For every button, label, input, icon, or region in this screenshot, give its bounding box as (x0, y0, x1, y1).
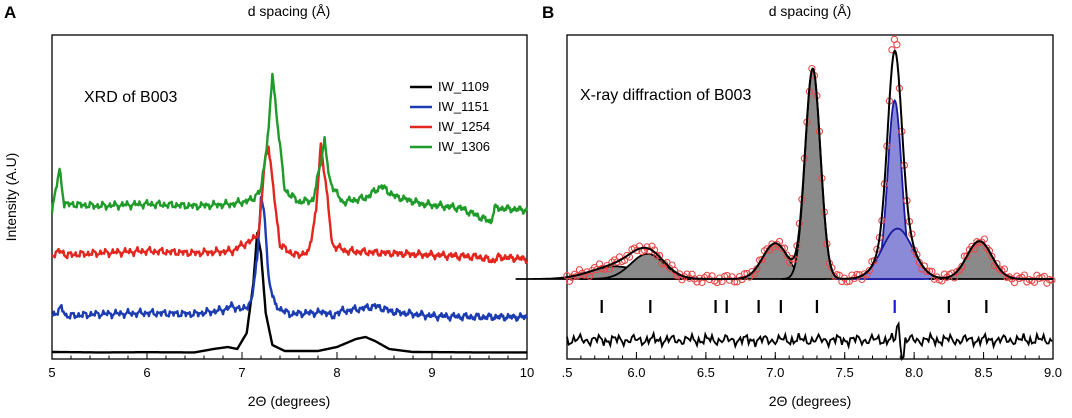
panel-b-fit (566, 49, 1053, 280)
panel-a: A d spacing (Å) 2Θ (degrees) Intensity (… (3, 3, 534, 409)
panel-a-inset-title: XRD of B003 (84, 89, 177, 106)
panel-b-letter: B (542, 3, 554, 22)
panel-b-frame (566, 34, 1054, 360)
peak-6 (929, 240, 1030, 280)
panel-a-series (50, 72, 529, 354)
peak-5 (836, 227, 959, 280)
observed-point (1048, 276, 1056, 284)
observed-point (985, 247, 994, 255)
panel-a-top-axis-title: d spacing (Å) (248, 3, 330, 19)
panel-a-x-tick-label: 8 (333, 365, 340, 380)
legend-label-iw-1306: IW_1306 (438, 139, 490, 154)
panel-b-x-tick-label: 6.0 (627, 365, 645, 380)
observed-point (655, 251, 664, 260)
observed-point (923, 267, 931, 276)
panel-a-x-tick-label: 10 (520, 365, 534, 380)
panel-b-inset-title: X-ray diffraction of B003 (580, 87, 751, 104)
panel-a-legend: IW_1109 IW_1151 IW_1254 IW_1306 (410, 79, 490, 154)
panel-a-x-tick-label: 9 (428, 365, 435, 380)
observed-point (758, 255, 766, 264)
panel-b-x-tick-label: 9.0 (1044, 365, 1062, 380)
difference-curve (566, 320, 1053, 361)
panel-b-x-tick-label: 7.0 (766, 365, 784, 380)
peak-3 (781, 67, 845, 280)
legend-label-iw-1254: IW_1254 (438, 119, 490, 134)
fit-curve (566, 49, 1053, 280)
panel-a-x-tick-label: 6 (143, 365, 150, 380)
observed-point (893, 41, 901, 49)
observed-point (963, 252, 971, 260)
panel-b-top-axis-title: d spacing (Å) (769, 3, 851, 19)
panel-a-x-tick-label: 5 (48, 365, 55, 380)
panel-b-difference (566, 320, 1053, 361)
panel-a-letter: A (4, 3, 16, 22)
panel-b: B d spacing (Å) 2Θ (degrees) X-ray diffr… (515, 3, 1062, 409)
panel-a-x-axis-title: 2Θ (degrees) (248, 393, 330, 409)
panel-a-x-tick-label: 7 (238, 365, 245, 380)
legend-label-iw-1151: IW_1151 (438, 99, 489, 114)
legend-label-iw-1109: IW_1109 (438, 79, 489, 94)
observed-point (1010, 278, 1019, 287)
series-iw-1254 (51, 142, 528, 265)
panel-a-frame (51, 34, 528, 360)
panel-b-x-tick-label: 7.5 (836, 365, 854, 380)
observed-point (888, 46, 896, 54)
panel-a-y-axis-title: Intensity (A.U) (3, 153, 19, 242)
observed-point (988, 252, 996, 261)
panel-b-x-tick-label: 8.0 (905, 365, 923, 380)
observed-point (980, 235, 989, 243)
series-iw-1306 (50, 72, 529, 225)
series-iw-1151 (51, 195, 529, 322)
panel-b-bragg-ticks (600, 300, 988, 313)
panel-b-x-tick-label: .5 (562, 365, 573, 380)
series-iw-1109 (51, 231, 528, 354)
panel-b-ticks: .56.06.57.07.58.08.59.02.62.42.22.01.81.… (562, 352, 1062, 380)
observed-point (865, 266, 874, 275)
panel-b-x-axis-title: 2Θ (degrees) (769, 393, 851, 409)
panel-b-x-tick-label: 8.5 (975, 365, 993, 380)
observed-point (1000, 265, 1009, 273)
observed-point (783, 251, 791, 259)
panel-b-x-tick-label: 6.5 (697, 365, 715, 380)
panel-a-ticks: 56789102.852.52.01.81.61.50 (48, 352, 534, 380)
observed-point (778, 244, 786, 253)
